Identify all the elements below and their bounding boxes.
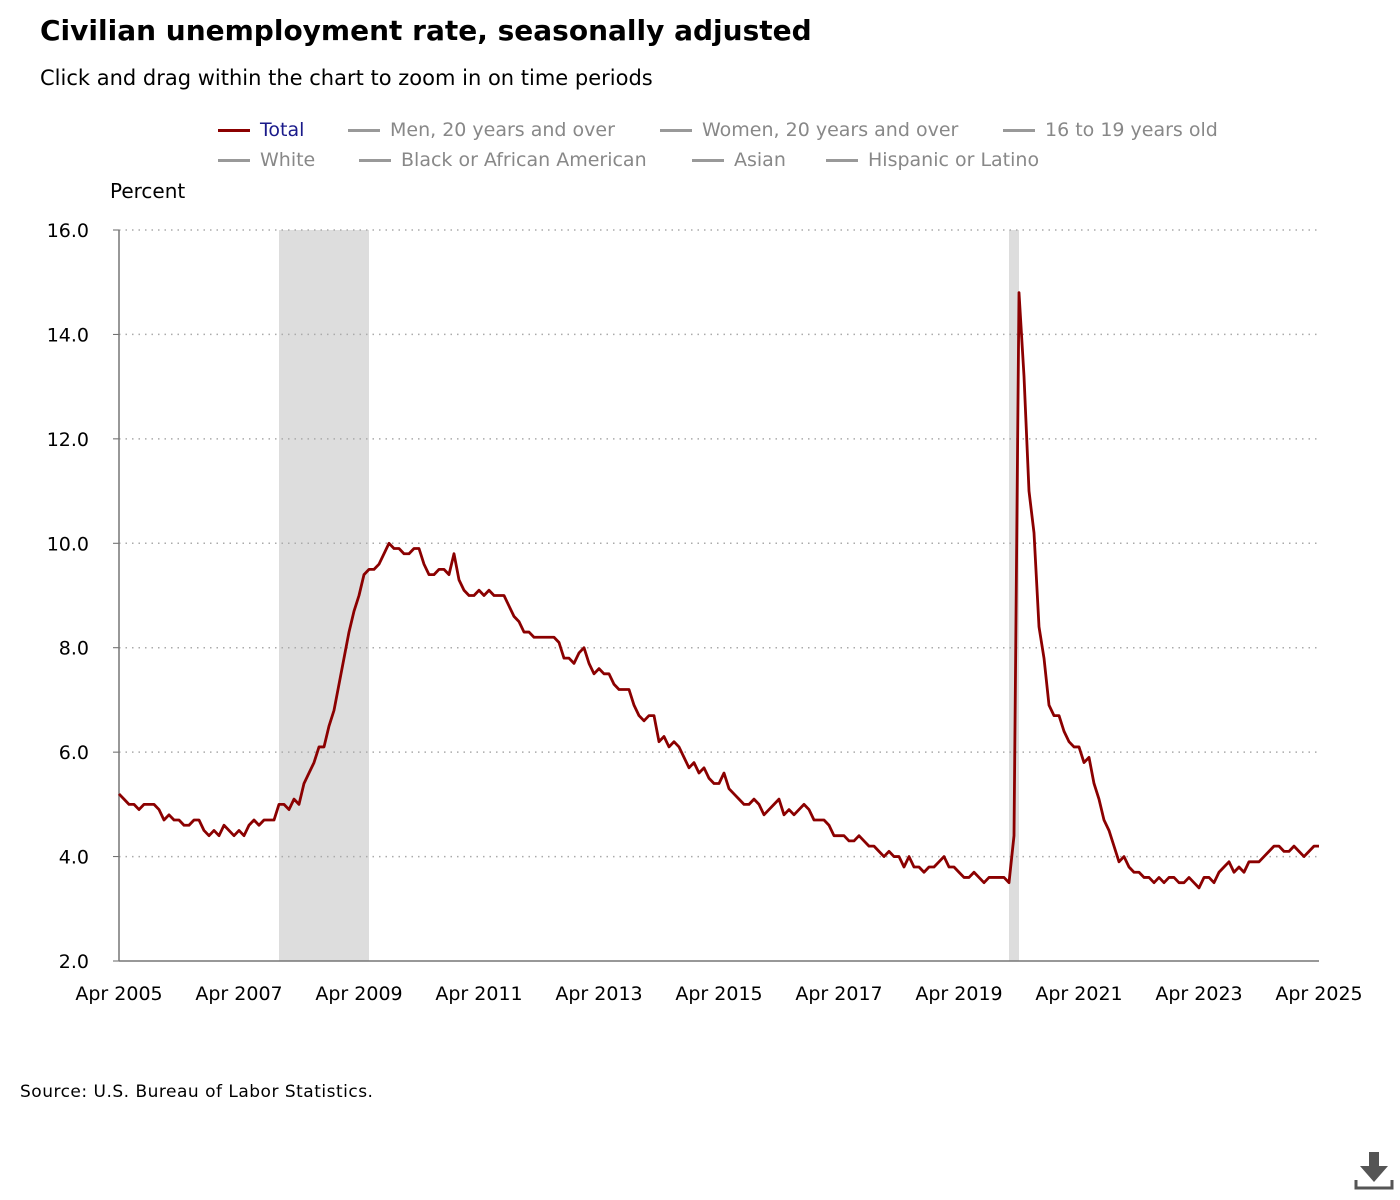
legend-label-teens: 16 to 19 years old	[1045, 119, 1218, 141]
download-icon[interactable]	[1354, 1148, 1394, 1192]
legend-swatch-asian	[692, 158, 724, 162]
x-tick-label: Apr 2023	[1155, 983, 1242, 1005]
legend-swatch-women	[660, 128, 692, 132]
y-tick-label: 10.0	[47, 533, 89, 555]
x-tick-label: Apr 2019	[915, 983, 1002, 1005]
recession-band-1	[1009, 230, 1019, 961]
x-tick-label: Apr 2025	[1275, 983, 1362, 1005]
legend-swatch-white	[218, 158, 250, 162]
x-tick-label: Apr 2011	[435, 983, 522, 1005]
x-tick-label: Apr 2015	[675, 983, 762, 1005]
legend-item-asian[interactable]: Asian	[692, 149, 786, 171]
legend-swatch-black	[359, 158, 391, 162]
series-line-total	[117, 291, 1319, 890]
legend-label-asian: Asian	[734, 149, 786, 171]
y-tick-label: 8.0	[59, 638, 89, 660]
legend-label-white: White	[260, 149, 316, 171]
y-tick-label: 2.0	[59, 951, 89, 973]
x-tick-label: Apr 2021	[1035, 983, 1122, 1005]
legend-item-teens[interactable]: 16 to 19 years old	[1003, 119, 1218, 141]
y-tick-label: 12.0	[47, 429, 89, 451]
legend-item-black[interactable]: Black or African American	[359, 149, 647, 171]
legend-item-women[interactable]: Women, 20 years and over	[660, 119, 958, 141]
legend-label-women: Women, 20 years and over	[702, 119, 959, 141]
legend-label-hispanic: Hispanic or Latino	[868, 149, 1040, 171]
x-tick-label: Apr 2005	[75, 983, 162, 1005]
y-axis-label: Percent	[110, 179, 186, 203]
legend-swatch-total	[218, 128, 250, 132]
y-tick-label: 16.0	[47, 220, 89, 242]
y-tick-label: 6.0	[59, 742, 89, 764]
y-tick-label: 14.0	[47, 324, 89, 346]
chart-title: Civilian unemployment rate, seasonally a…	[40, 14, 812, 47]
legend-item-hispanic[interactable]: Hispanic or Latino	[826, 149, 1039, 171]
legend-item-men[interactable]: Men, 20 years and over	[348, 119, 615, 141]
recession-band-0	[279, 230, 369, 961]
y-tick-label: 4.0	[59, 847, 89, 869]
legend-item-total[interactable]: Total	[218, 119, 304, 141]
legend-label-black: Black or African American	[401, 149, 647, 171]
legend-label-men: Men, 20 years and over	[390, 119, 615, 141]
legend-item-white[interactable]: White	[218, 149, 315, 171]
chart-subtitle: Click and drag within the chart to zoom …	[40, 66, 653, 90]
x-tick-label: Apr 2007	[195, 983, 282, 1005]
x-tick-label: Apr 2009	[315, 983, 402, 1005]
line-chart[interactable]: 2.0 4.0 6.0 8.0 10.0 12.0 14.0 16.0 Apr 2005 Apr …	[0, 0, 1400, 1060]
legend-swatch-hispanic	[826, 158, 858, 162]
legend-swatch-teens	[1003, 128, 1035, 132]
legend-swatch-men	[348, 128, 380, 132]
source-note: Source: U.S. Bureau of Labor Statistics.	[20, 1082, 374, 1102]
x-tick-label: Apr 2013	[555, 983, 642, 1005]
x-tick-label: Apr 2017	[795, 983, 882, 1005]
legend-label-total: Total	[260, 119, 305, 141]
